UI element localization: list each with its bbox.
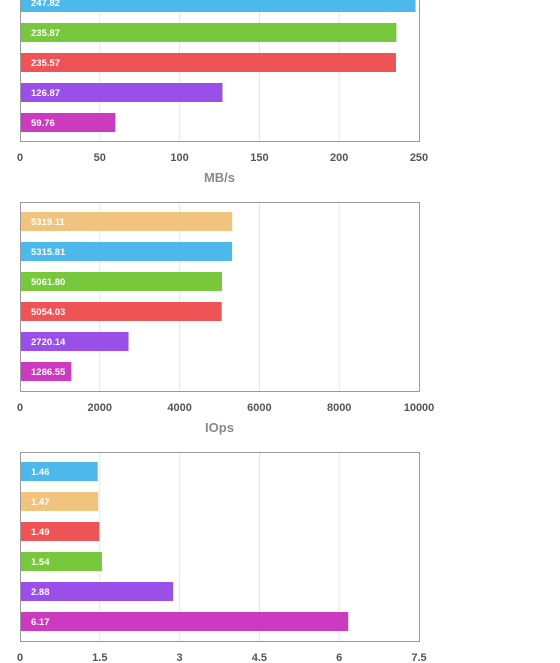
x-tick-label: 250 — [410, 152, 428, 164]
bar — [21, 362, 72, 381]
x-tick-label: 7.5 — [411, 652, 426, 663]
bar-value-label: 2.88 — [31, 587, 50, 598]
bar-value-label: 126.87 — [31, 88, 60, 99]
plot-frame — [20, 0, 420, 142]
x-tick-label: 4.5 — [252, 652, 267, 663]
x-tick-label: 150 — [250, 152, 268, 164]
bar — [21, 612, 349, 631]
bar — [21, 0, 416, 12]
bar-value-label: 235.87 — [31, 28, 60, 39]
x-tick-label: 3 — [177, 652, 183, 663]
bar-value-label: 1286.55 — [31, 367, 66, 378]
bar-value-label: 247.82 — [31, 0, 60, 9]
x-axis-label: IOps — [205, 420, 234, 435]
bar-value-label: 5319.11 — [31, 217, 66, 228]
x-tick-label: 200 — [330, 152, 348, 164]
bar — [21, 53, 396, 72]
bar — [21, 332, 129, 351]
bar — [21, 23, 397, 42]
bar-value-label: 1.46 — [31, 467, 50, 478]
bar — [21, 492, 99, 511]
bar-value-label: 2720.14 — [31, 337, 66, 348]
x-tick-label: 4000 — [167, 402, 191, 414]
bar — [21, 113, 116, 132]
bar-value-label: 5315.81 — [31, 247, 66, 258]
x-tick-label: 8000 — [327, 402, 351, 414]
plot-frame — [20, 202, 420, 392]
bar — [21, 83, 223, 102]
bar-value-label: 235.57 — [31, 58, 60, 69]
bar-value-label: 1.47 — [31, 497, 50, 508]
x-tick-label: 0 — [17, 402, 23, 414]
bar — [21, 552, 102, 571]
x-tick-label: 10000 — [404, 402, 435, 414]
x-tick-label: 0 — [17, 652, 23, 663]
bar-value-label: 6.17 — [31, 617, 50, 628]
x-tick-label: 50 — [94, 152, 106, 164]
x-tick-label: 6 — [336, 652, 342, 663]
plot-frame — [20, 452, 420, 642]
bar — [21, 242, 233, 261]
x-tick-label: 2000 — [88, 402, 112, 414]
bar — [21, 302, 222, 321]
x-axis-label: MB/s — [204, 170, 235, 185]
bar-value-label: 59.76 — [31, 118, 55, 129]
bar — [21, 212, 233, 231]
x-tick-label: 0 — [17, 152, 23, 164]
bar-value-label: 1.49 — [31, 527, 50, 538]
bar-value-label: 5054.03 — [31, 307, 65, 318]
x-tick-label: 100 — [170, 152, 188, 164]
x-tick-label: 6000 — [247, 402, 271, 414]
bar-value-label: 5061.80 — [31, 277, 65, 288]
bar — [21, 462, 98, 481]
bar — [21, 582, 174, 601]
bar — [21, 522, 100, 541]
x-tick-label: 1.5 — [92, 652, 107, 663]
bar-value-label: 1.54 — [31, 557, 50, 568]
bar — [21, 272, 222, 291]
